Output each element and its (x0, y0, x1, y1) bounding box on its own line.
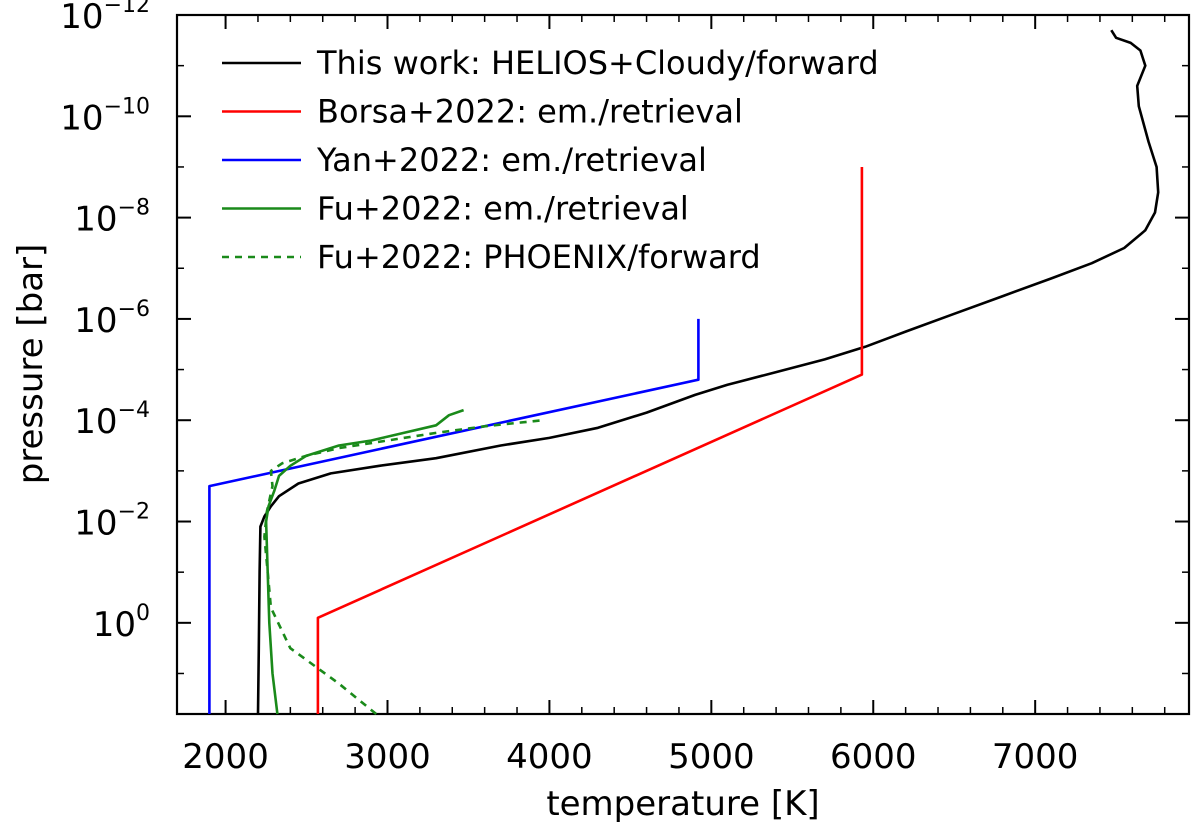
series-line-3 (208, 318, 700, 714)
y-tick-label: 100 (93, 601, 150, 645)
series-line-5 (263, 418, 544, 716)
x-tick-label: 2000 (182, 737, 269, 777)
legend-label-2: Borsa+2022: em./retrieval (317, 93, 743, 131)
y-tick-label: 10−4 (74, 398, 150, 442)
legend-label-5: Fu+2022: PHOENIX/forward (317, 238, 761, 276)
series-line-1 (256, 29, 1160, 715)
legend-label-4: Fu+2022: em./retrieval (317, 190, 689, 228)
axis-ticks: 2000 3000 4000 5000 6000 7000 100 10−2 10−4 10−6 1… (60, 0, 1189, 777)
legend-label-1: This work: HELIOS+Cloudy/forward (316, 44, 879, 82)
x-tick-label: 6000 (830, 737, 917, 777)
y-tick-label: 10−10 (60, 94, 150, 138)
y-tick-label: 10−12 (60, 0, 150, 37)
y-tick-label: 10−2 (74, 500, 150, 544)
y-axis-title: pressure [bar] (11, 244, 51, 485)
y-tick-label: 10−6 (74, 297, 150, 341)
x-tick-label: 4000 (506, 737, 593, 777)
y-tick-label: 10−8 (74, 196, 150, 240)
series-line-4 (264, 408, 465, 715)
legend-label-3: Yan+2022: em./retrieval (316, 141, 707, 179)
x-axis-title: temperature [K] (546, 784, 819, 824)
x-tick-label: 7000 (992, 737, 1079, 777)
series-line-2 (316, 167, 864, 714)
x-tick-label: 5000 (668, 737, 755, 777)
data-series (208, 29, 1160, 716)
plot-frame (175, 13, 1191, 716)
x-tick-label: 3000 (344, 737, 431, 777)
legend: This work: HELIOS+Cloudy/forward Borsa+20… (222, 44, 879, 276)
